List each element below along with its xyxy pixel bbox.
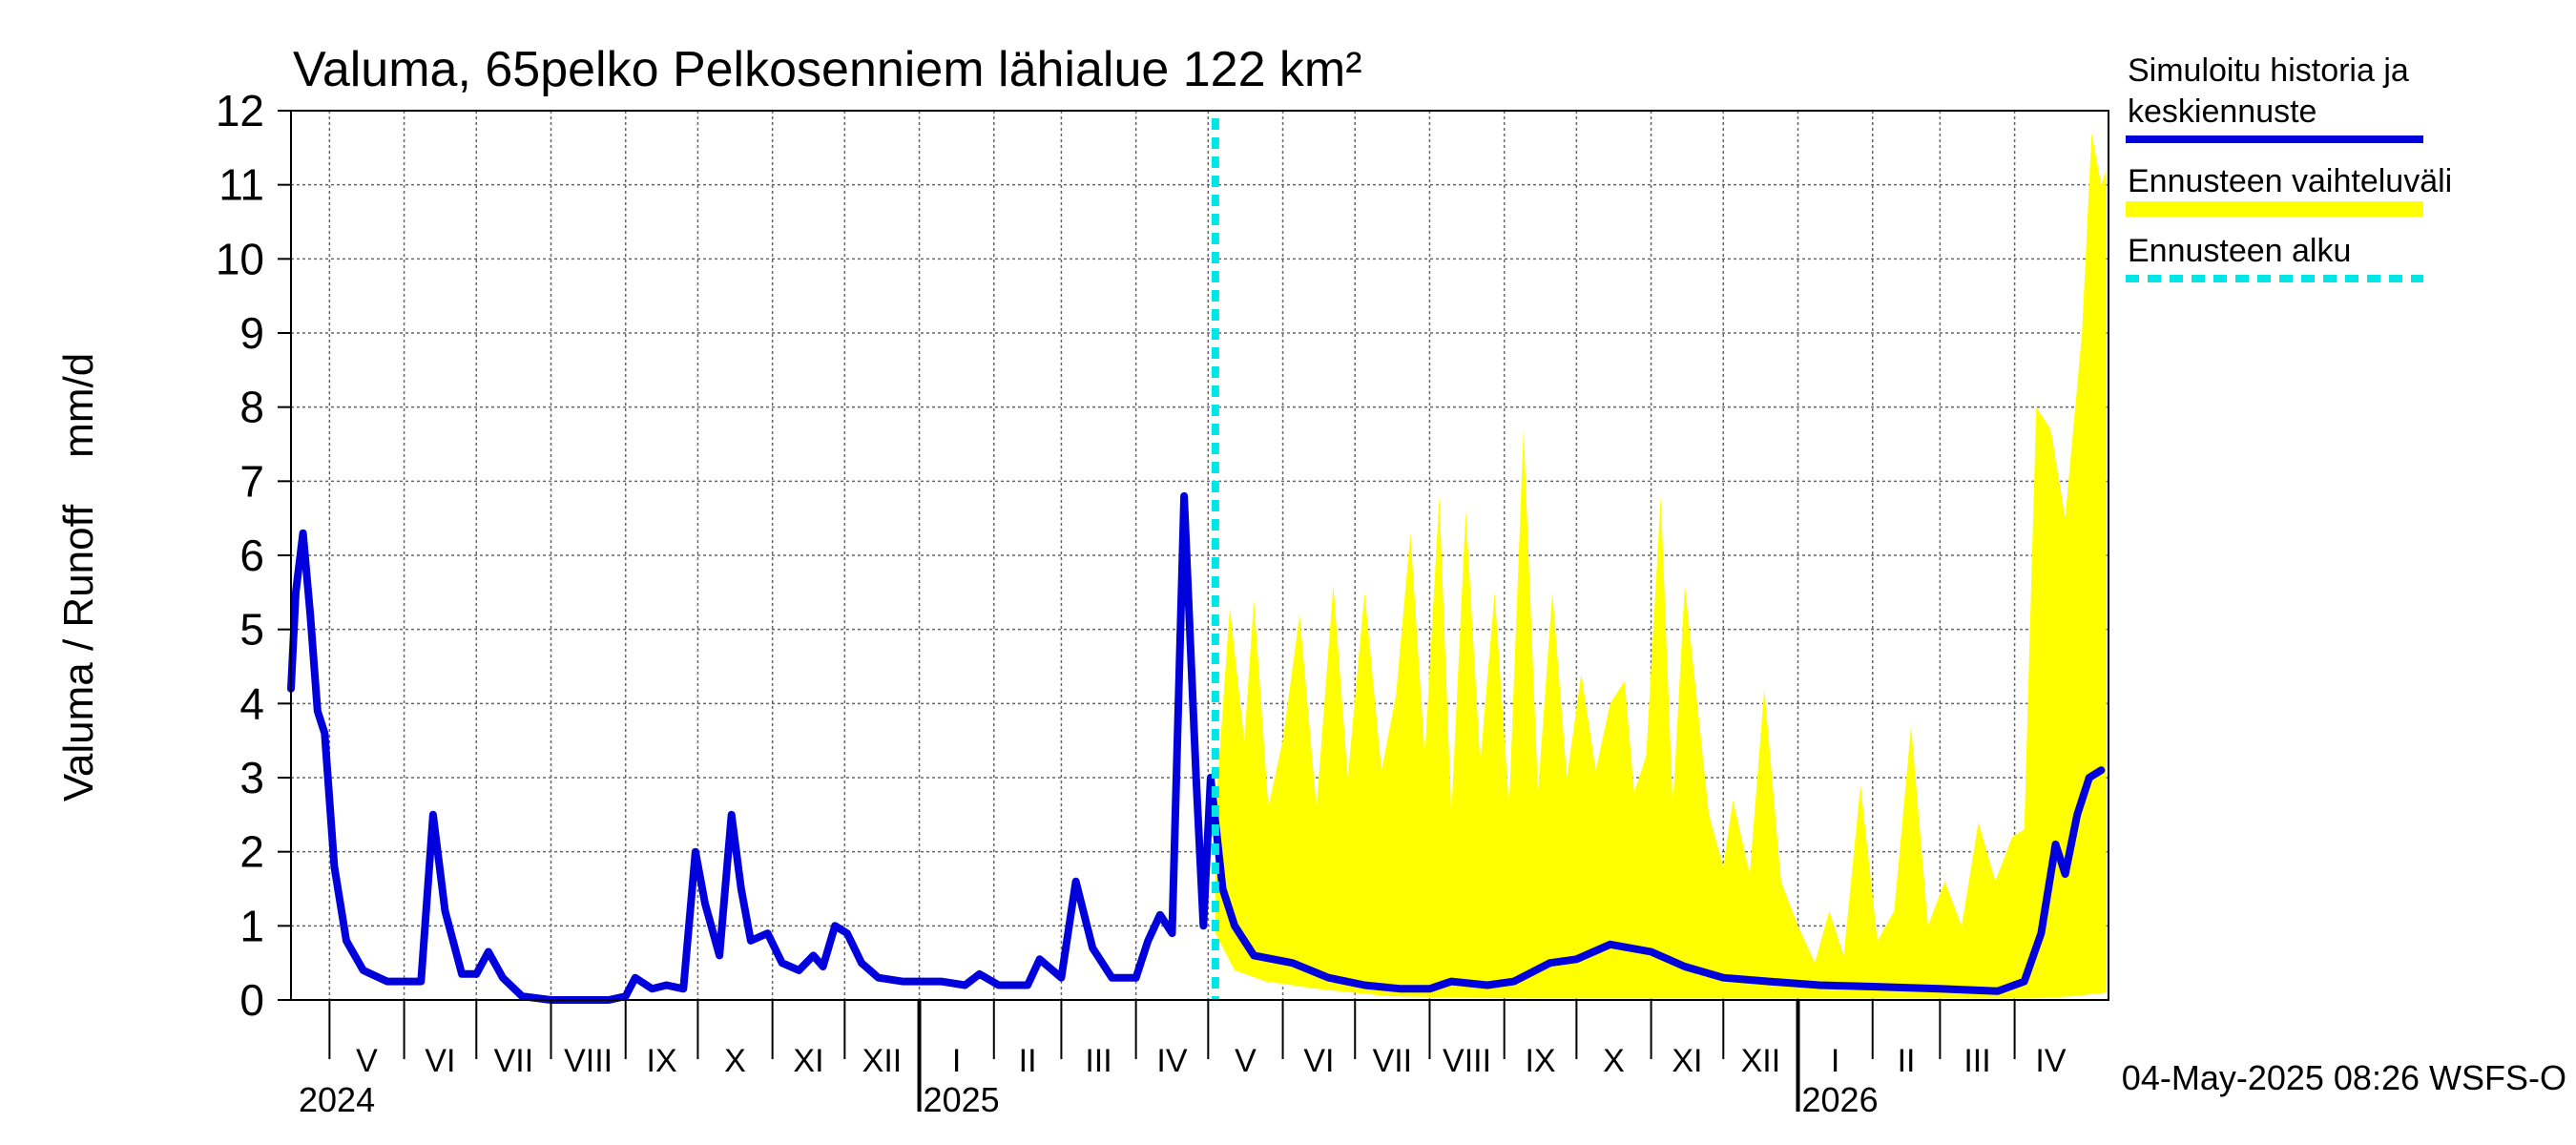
simulated-runoff-series [287,491,2106,1004]
year-label: 2026 [1802,1080,1879,1119]
y-tick-label: 5 [239,605,264,655]
month-label: VIII [1443,1043,1491,1079]
month-label: XI [1672,1043,1702,1079]
forecast-band-area [1215,133,2107,999]
month-label: V [1235,1043,1257,1079]
legend-label: keskiennuste [2128,94,2316,130]
month-label: X [1603,1043,1625,1079]
month-label: IX [1525,1043,1555,1079]
month-label: III [1963,1043,1990,1079]
month-label: IV [1156,1043,1187,1079]
x-axis: V VI VII VIII IX X XI XII I II III IV V VI VII VIII IX X X… [299,1000,2067,1119]
month-label: IV [2035,1043,2066,1079]
month-label: VI [425,1043,455,1079]
timestamp: 04-May-2025 08:26 WSFS-O [2122,1058,2566,1097]
legend-label: Ennusteen vaihteluväli [2128,163,2452,199]
y-tick-label: 6 [239,531,264,580]
month-label: V [356,1043,378,1079]
runoff-line [287,491,2106,1004]
month-label: VI [1303,1043,1334,1079]
y-tick-label: 0 [239,975,264,1025]
y-tick-label: 10 [216,234,264,283]
month-label: II [1019,1043,1037,1079]
month-label: IX [647,1043,677,1079]
month-label: XII [1741,1043,1781,1079]
legend: Simuloitu historia ja keskiennuste Ennuste… [2126,52,2452,282]
year-label: 2024 [299,1080,375,1119]
month-label: XI [793,1043,823,1079]
month-label: XII [862,1043,903,1079]
month-label: III [1085,1043,1111,1079]
year-label: 2025 [924,1080,1000,1119]
y-tick-label: 7 [239,456,264,506]
y-tick-label: 11 [218,160,264,210]
y-tick-label: 1 [239,901,264,950]
y-axis-label: Valuma / Runoff mm/d [55,353,102,802]
chart-title: Valuma, 65pelko Pelkosenniem lähialue 12… [293,42,1362,97]
plot-area [287,110,2109,1004]
y-tick-label: 3 [239,753,264,802]
month-label: II [1898,1043,1916,1079]
month-label: X [724,1043,746,1079]
month-label: VII [494,1043,534,1079]
month-label: VIII [564,1043,613,1079]
y-tick-label: 9 [239,308,264,358]
month-label: I [1831,1043,1839,1079]
y-tick-label: 2 [239,827,264,877]
legend-swatch-band [2126,201,2423,217]
month-label: I [952,1043,961,1079]
forecast-range-band [1215,133,2107,999]
legend-label: Ennusteen alku [2128,233,2351,269]
legend-label: Simuloitu historia ja [2128,52,2409,89]
y-tick-label: 12 [216,86,264,135]
y-tick-label: 8 [239,383,264,432]
y-tick-label: 4 [239,678,264,728]
month-label: VII [1373,1043,1413,1079]
